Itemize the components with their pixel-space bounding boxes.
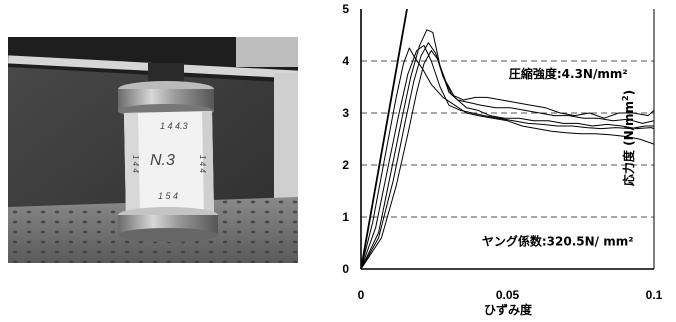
specimen-label-bottom: 1 5 4 [158, 191, 178, 201]
stress-strain-curve-2 [361, 44, 654, 269]
y-tick-label: 3 [342, 106, 349, 120]
stress-strain-curve-4 [361, 42, 654, 269]
gridlines [361, 60, 654, 218]
young-modulus-line [361, 9, 408, 269]
compressive-strength-annotation: 圧縮強度:4.3N/mm² [509, 66, 628, 81]
y-tick-label: 0 [342, 262, 349, 276]
specimen-label-center: N.3 [150, 152, 175, 169]
stress-strain-curve-5 [361, 50, 654, 269]
y-axis-title-superscript: 2 [621, 95, 630, 101]
y-tick-label: 1 [342, 210, 349, 224]
y-axis-title-close: ) [622, 90, 636, 95]
x-axis-title: ひずみ度 [484, 302, 533, 317]
specimen-photo: 1 4 4.3 N.3 1 5 4 1 4 4 1 4 4 [8, 37, 298, 263]
tick-labels: 0 1 2 3 4 5 0 0.05 0.1 [342, 2, 662, 302]
specimen-label-right: 1 4 4 [198, 155, 207, 173]
specimen-label-top: 1 4 4.3 [160, 121, 188, 131]
x-tick-label: 0.05 [496, 288, 520, 302]
y-axis-title: 応力度 (N/mm [621, 101, 636, 186]
concrete-specimen [124, 111, 214, 217]
lower-loading-plate [118, 207, 218, 242]
y-tick-label: 5 [342, 2, 349, 16]
x-tick-label: 0.1 [646, 288, 663, 302]
upper-loading-plate [118, 81, 214, 118]
stress-strain-curve-3 [361, 29, 654, 269]
y-tick-label: 2 [342, 158, 349, 172]
young-modulus-annotation: ヤング係数:320.5N/ mm² [482, 233, 634, 248]
data-series [361, 9, 654, 269]
y-axis-title-group: 応力度 (N/mm2) [621, 90, 636, 186]
y-tick-label: 4 [342, 54, 349, 68]
stress-strain-curve-1 [361, 47, 654, 269]
annotations: 圧縮強度:4.3N/mm² ヤング係数:320.5N/ mm² [482, 66, 634, 248]
svg-text:応力度 (N/mm2): 応力度 (N/mm2) [621, 90, 636, 186]
x-tick-label: 0 [358, 288, 365, 302]
specimen-label-left: 1 4 4 [131, 155, 140, 173]
